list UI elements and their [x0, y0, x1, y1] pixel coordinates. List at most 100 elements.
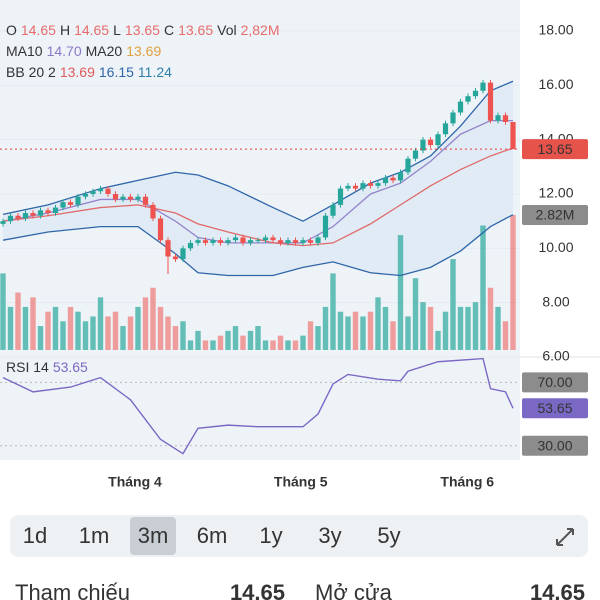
candle-body: [247, 240, 254, 243]
volume-bar: [90, 316, 96, 350]
legend-item: BB 20 2: [6, 64, 56, 80]
legend-item: RSI 14: [6, 359, 49, 375]
volume-bar: [217, 335, 224, 350]
volume-bar: [330, 273, 336, 350]
volume-bar: [502, 321, 509, 350]
candle-body: [165, 240, 171, 257]
rsi-line: [2, 357, 514, 455]
last-price-tag: 13.65: [537, 141, 572, 157]
last-price-tag-box: [522, 139, 588, 160]
candle-body: [112, 194, 119, 200]
legend-row: BB 20 2 13.69 16.15 11.24: [6, 64, 172, 80]
volume-bar: [345, 316, 351, 350]
volume-bar: [22, 306, 29, 350]
candle-body: [7, 215, 14, 222]
volume-bar: [180, 321, 186, 350]
candle-body: [375, 183, 381, 186]
volume-bar: [75, 311, 81, 350]
volume-bar: [150, 287, 156, 350]
volume-bar: [82, 321, 89, 350]
range-option[interactable]: 1d: [23, 523, 47, 548]
bollinger-upper: [2, 80, 514, 222]
candle-body: [255, 240, 261, 242]
candle-body: [225, 240, 231, 243]
candle-body: [337, 188, 344, 205]
volume-bar: [142, 297, 149, 350]
volume-bar: [307, 321, 314, 350]
candle-body: [0, 221, 6, 224]
candle-body: [22, 213, 29, 219]
candle-body: [127, 196, 134, 200]
volume-bar: [382, 306, 389, 350]
candle-body: [45, 210, 51, 214]
rsi-tag-box: [522, 398, 588, 419]
candle-body: [270, 237, 276, 241]
volume-bar: [495, 306, 501, 350]
candle-body: [217, 240, 224, 243]
volume-bar: [165, 316, 171, 350]
volume-bar: [112, 311, 119, 350]
volume-bar: [210, 340, 216, 350]
volume-bar: [187, 340, 194, 350]
expand-icon[interactable]: [556, 528, 574, 546]
volume-tag: 2.82M: [536, 207, 575, 223]
legend-item: 14.65: [21, 22, 56, 38]
legend-item: 53.65: [53, 359, 88, 375]
range-option[interactable]: 1y: [259, 523, 282, 548]
stat-label: Tham chiếu: [15, 580, 130, 600]
x-tick-label: Tháng 6: [440, 474, 494, 490]
legend-item: C: [164, 22, 174, 38]
volume-bar: [405, 316, 411, 350]
expand-glyph: [556, 528, 574, 546]
volume-bar: [120, 326, 126, 350]
candle-body: [67, 202, 74, 205]
candle-body: [52, 207, 59, 214]
candle-body: [502, 115, 509, 123]
y-tick-label: 18.00: [538, 22, 573, 38]
legend-item: MA20: [86, 43, 123, 59]
range-option[interactable]: 1m: [79, 523, 110, 548]
volume-bar: [262, 340, 269, 350]
volume-bar: [45, 311, 51, 350]
legend-item: 13.69: [60, 64, 95, 80]
candle-body: [15, 215, 21, 219]
x-tick-label: Tháng 5: [274, 474, 328, 490]
candle-body: [90, 191, 96, 194]
legend-item: 13.65: [178, 22, 213, 38]
candle-body: [172, 256, 179, 260]
legend-item: O: [6, 22, 17, 38]
volume-bar: [427, 306, 434, 350]
legend-row: MA10 14.70 MA20 13.69: [6, 43, 161, 59]
candle-body: [487, 82, 494, 121]
volume-bar: [285, 340, 291, 350]
range-option[interactable]: 3y: [318, 523, 341, 548]
volume-bar: [277, 335, 284, 350]
legend-item: Vol: [217, 22, 236, 38]
range-option[interactable]: 6m: [197, 523, 228, 548]
candle-body: [157, 218, 164, 241]
candle-body: [150, 204, 156, 219]
range-option[interactable]: 5y: [377, 523, 400, 548]
legend-item: 13.69: [126, 43, 161, 59]
volume-bar: [172, 326, 179, 350]
candle-body: [442, 123, 449, 135]
legend-row: RSI 14 53.65: [6, 359, 88, 375]
candle-body: [202, 240, 209, 243]
candle-body: [180, 248, 186, 260]
volume-bar: [390, 321, 396, 350]
volume-bar: [367, 311, 374, 350]
candle-body: [75, 196, 81, 205]
candle-body: [465, 96, 471, 102]
candle-body: [510, 122, 516, 150]
y-tick-label: 10.00: [538, 239, 573, 255]
candle-body: [330, 204, 336, 216]
range-option[interactable]: 3m: [138, 523, 169, 548]
y-tick-label: 16.00: [538, 76, 573, 92]
volume-bar: [0, 273, 6, 350]
volume-bar: [457, 306, 464, 350]
candle-body: [472, 90, 479, 97]
candle-body: [105, 188, 111, 194]
range-selected: [130, 517, 176, 555]
volume-bar: [487, 287, 494, 350]
